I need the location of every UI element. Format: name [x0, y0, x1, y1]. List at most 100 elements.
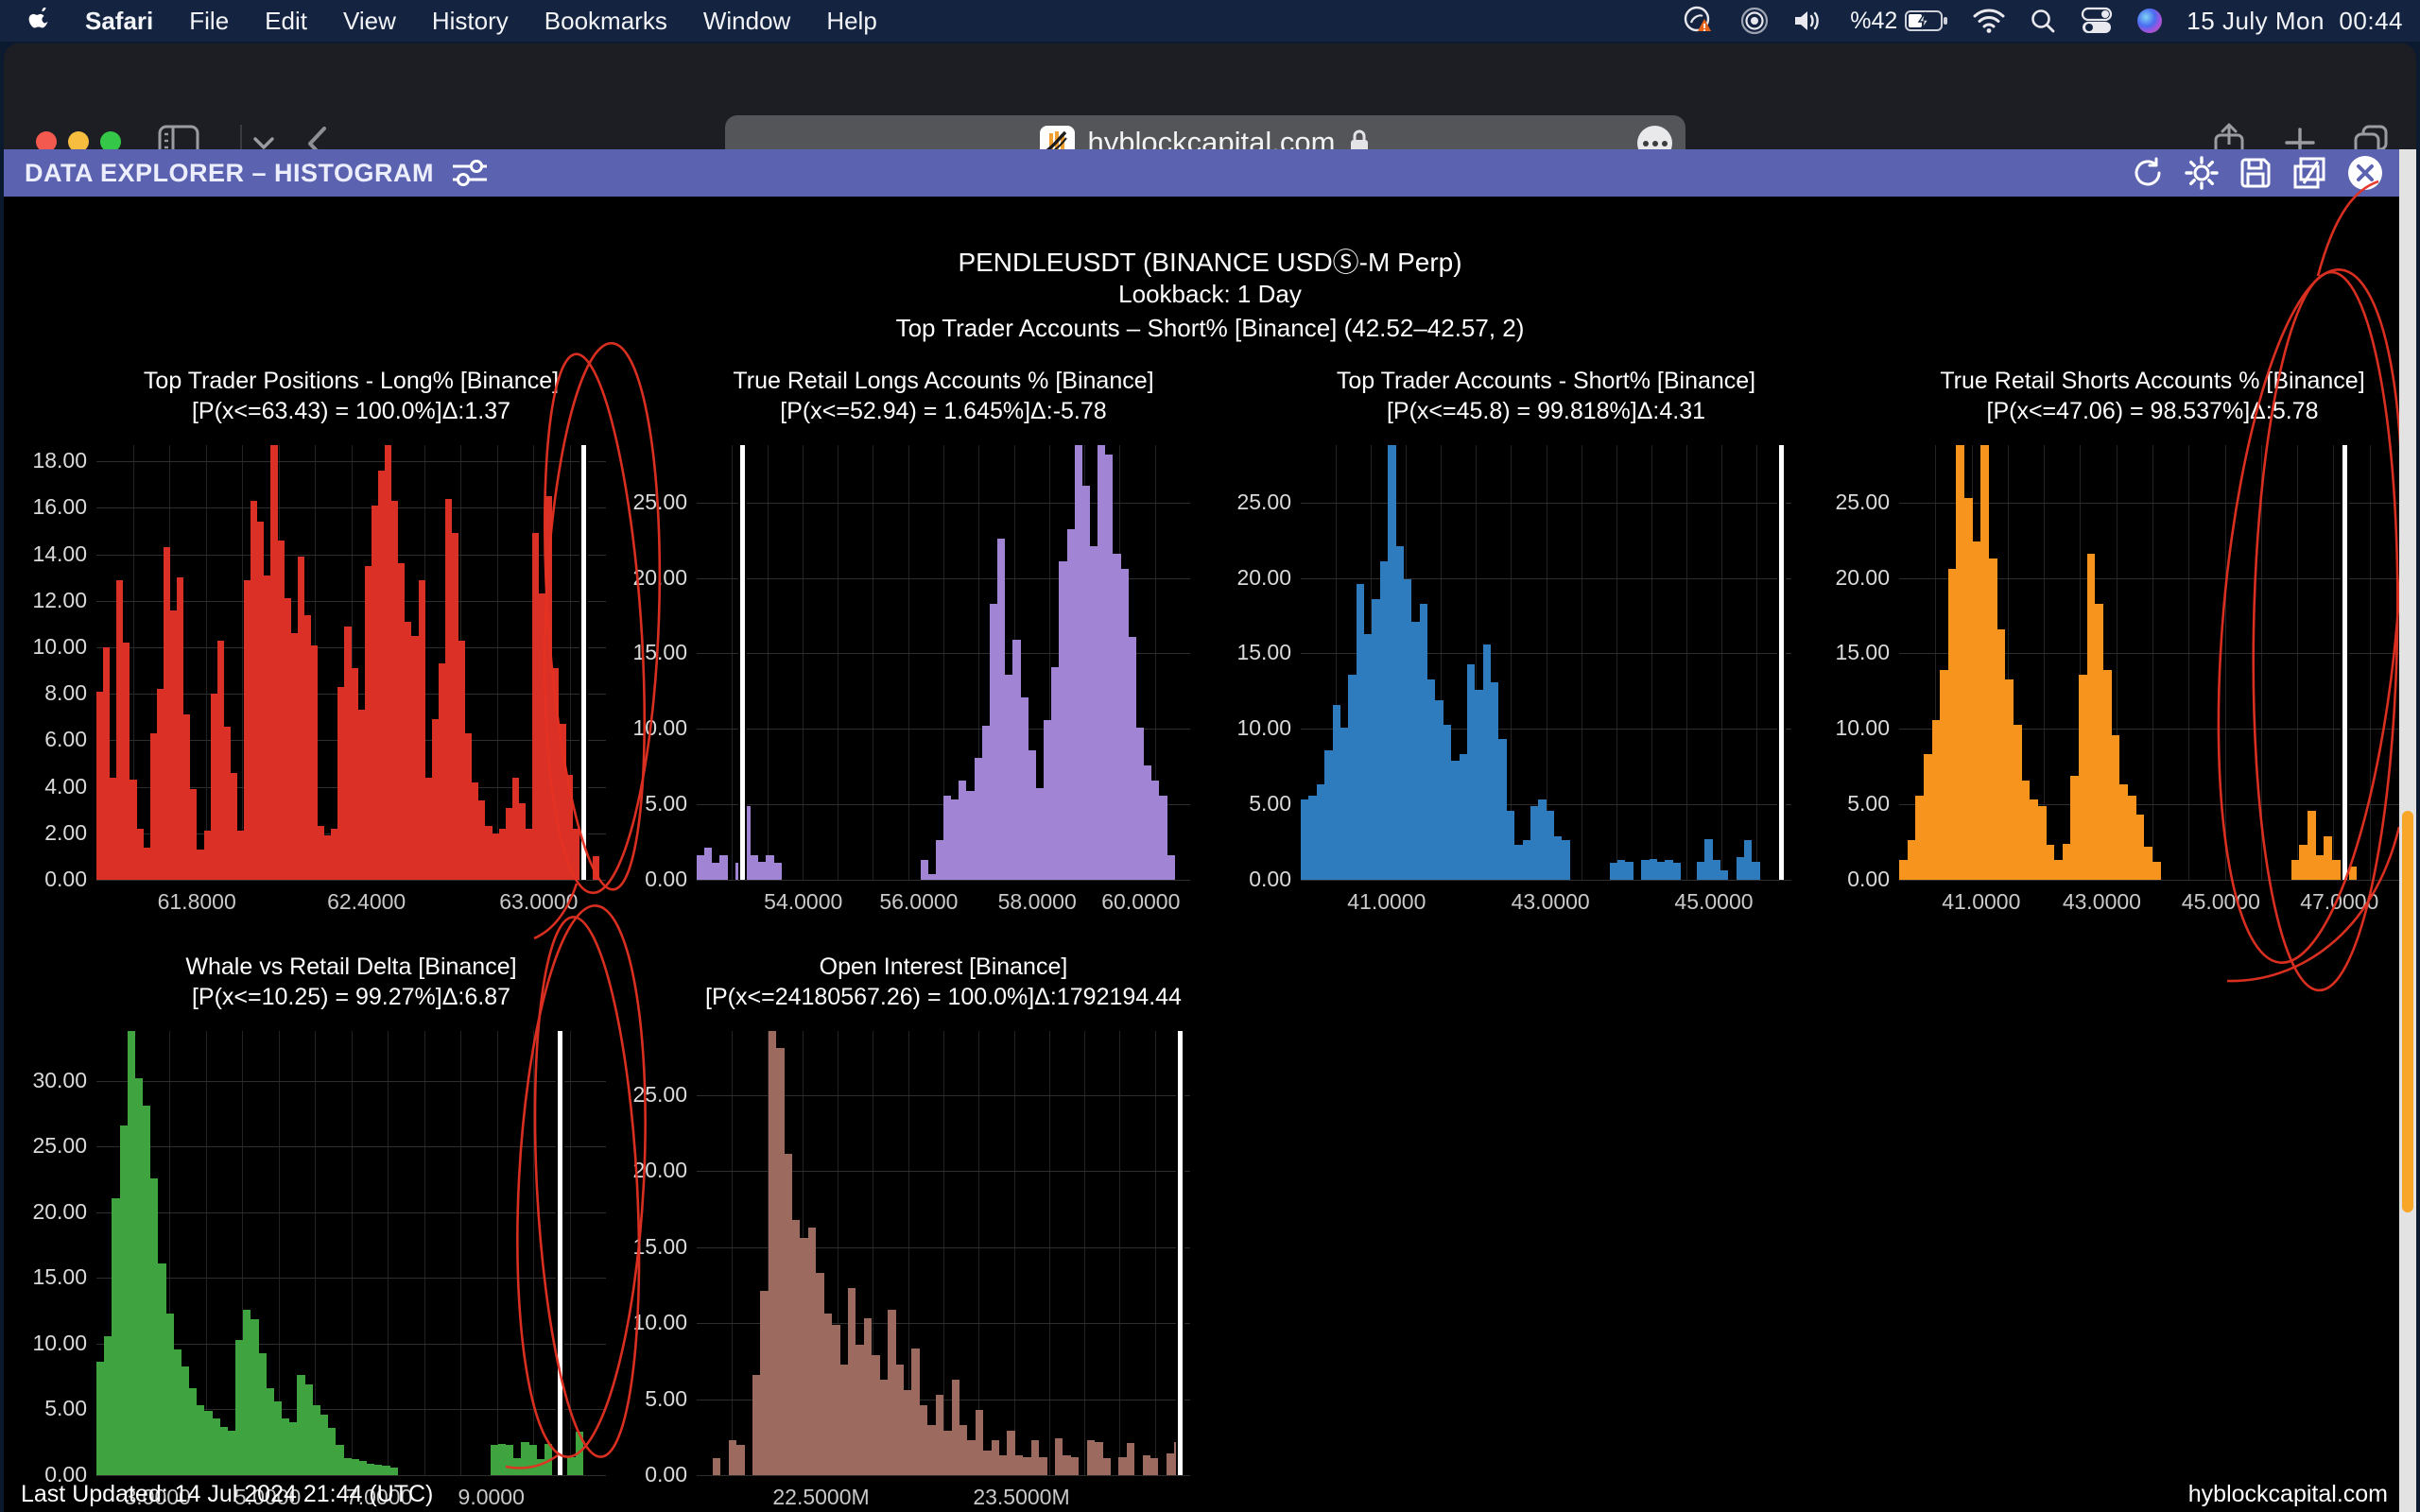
chart-2-y-axis-label: 10.00 [632, 715, 687, 741]
chart-1-bar [552, 668, 560, 880]
chart-1-bar [472, 782, 479, 880]
scrollbar-thumb[interactable] [2402, 811, 2413, 1212]
chart-2-bar [1113, 554, 1121, 880]
chart-2-y-axis-label: 5.00 [645, 791, 687, 816]
chart-6-bar [728, 1439, 737, 1475]
chart-2-bar [1089, 546, 1098, 880]
chart-1-bar [592, 856, 600, 880]
chart-1-x-axis-label: 63.0000 [499, 889, 579, 914]
chart-1-bar [149, 733, 157, 880]
chart-4-bar [1989, 558, 1997, 880]
scrollbar-track[interactable] [2399, 149, 2416, 1512]
chart-6-bar [1014, 1455, 1024, 1475]
chart-2-bar [1066, 529, 1075, 880]
chart-1-bar [318, 826, 325, 880]
chart-4-gridline-v [2116, 445, 2118, 880]
refresh-icon[interactable] [2131, 156, 2165, 190]
control-center-icon[interactable] [2081, 7, 2113, 35]
window-minimize-button[interactable] [68, 131, 89, 152]
chart-1-bar [451, 533, 459, 880]
menu-item-file[interactable]: File [189, 6, 230, 35]
chart-4-gridline-h [1899, 577, 2406, 579]
chart-2-bar [1074, 445, 1082, 880]
chart-5-bar [567, 1456, 576, 1475]
sidebar-chevron-down-icon[interactable] [252, 136, 275, 151]
window-close-button[interactable] [36, 131, 57, 152]
chart-5-gridline-v [388, 1031, 389, 1475]
chart-1-histogram [96, 445, 606, 880]
chart-5-bar [389, 1467, 398, 1475]
chart-4-histogram [1899, 445, 2406, 880]
chart-3-subtitle: [P(x<=45.8) = 99.818%]Δ:4.31 [1386, 398, 1706, 424]
chart-5-x-axis-label: 9.0000 [458, 1485, 525, 1509]
menu-item-view[interactable]: View [342, 6, 396, 35]
filter-sliders-icon[interactable] [451, 156, 489, 190]
chart-1-bar [505, 807, 512, 880]
spotlight-search-icon[interactable] [2030, 8, 2056, 34]
chart-4-gridline-h [1899, 653, 2406, 655]
chart-5-gridline-v [242, 1031, 243, 1475]
chart-1-bar [156, 689, 164, 880]
chart-5-bar [143, 1106, 151, 1475]
chart-6-bar [991, 1439, 1000, 1475]
chart-2-bar [981, 726, 990, 880]
chart-3-title: Top Trader Accounts - Short% [Binance] [1336, 368, 1756, 394]
chart-5-bar [134, 1078, 144, 1475]
chart-1-bar [511, 777, 519, 880]
chart-2-gridline-v [802, 445, 804, 880]
chart-6-current-value-marker [1177, 1031, 1183, 1475]
chart-1-bar [277, 540, 285, 880]
chart-2-bar [1028, 749, 1036, 880]
chart-6-bar [943, 1431, 952, 1475]
menu-item-history[interactable]: History [431, 6, 509, 35]
chart-5-bar [297, 1375, 305, 1475]
chart-4-bar [1947, 568, 1957, 880]
chart-1-bar [344, 626, 352, 880]
settings-gear-icon[interactable] [2184, 155, 2220, 191]
menu-item-bookmarks[interactable]: Bookmarks [544, 6, 667, 35]
battery-indicator[interactable]: %42 [1850, 8, 1948, 35]
apple-logo-icon[interactable] [28, 8, 51, 34]
volume-icon[interactable] [1793, 8, 1825, 34]
menu-item-safari[interactable]: Safari [85, 6, 154, 35]
siri-icon[interactable] [2137, 9, 2163, 33]
chart-1-bar [190, 789, 198, 880]
menu-item-window[interactable]: Window [702, 6, 791, 35]
chart-3-bar [1475, 689, 1483, 880]
menu-item-help[interactable]: Help [826, 6, 877, 35]
page-content: PENDLEUSDT (BINANCE USDⓈ-M Perp) Lookbac… [4, 180, 2416, 1512]
chart-3-y-axis-label: 25.00 [1236, 489, 1291, 514]
hotspot-icon[interactable] [1740, 7, 1769, 35]
chart-3-bar [1301, 799, 1309, 880]
menu-item-edit[interactable]: Edit [265, 6, 307, 35]
wifi-icon[interactable] [1973, 9, 2005, 33]
chart-5-y-axis-label: 10.00 [32, 1330, 87, 1355]
chart-5-bar [273, 1401, 283, 1475]
chart-4-bar [2135, 815, 2145, 880]
status-site-link[interactable]: hyblockcapital.com [2187, 1481, 2388, 1507]
chart-6-bar [1063, 1455, 1071, 1475]
chart-3-bar [1324, 749, 1333, 880]
alert-cloud-icon[interactable] [1684, 6, 1716, 36]
chart-3-gridline-h [1301, 577, 1791, 579]
chart-4-bar [2144, 846, 2152, 880]
chart-3-bar [1372, 598, 1380, 880]
chart-6-bar [1070, 1456, 1080, 1475]
chart-2-bar [1081, 486, 1090, 880]
chart-4-y-axis-label: 25.00 [1835, 489, 1890, 514]
window-zoom-button[interactable] [100, 131, 121, 152]
chart-3-bar [1696, 861, 1705, 880]
chart-1-bar [103, 647, 111, 880]
chart-1-bar [357, 710, 365, 880]
chart-6-gridline-v [908, 1031, 909, 1475]
chart-2-gridline-v [767, 445, 769, 880]
chart-3-bar [1451, 760, 1460, 880]
save-icon[interactable] [2238, 156, 2273, 190]
chart-5-subtitle: [P(x<=10.25) = 99.27%]Δ:6.87 [191, 984, 511, 1010]
export-image-icon[interactable] [2291, 155, 2327, 191]
chart-2-gridline-h [697, 653, 1190, 655]
chart-1-bar [130, 780, 137, 880]
chart-6-bar [1166, 1453, 1175, 1475]
chart-4-gridline-v [2188, 445, 2190, 880]
chart-3-bar [1744, 840, 1753, 880]
